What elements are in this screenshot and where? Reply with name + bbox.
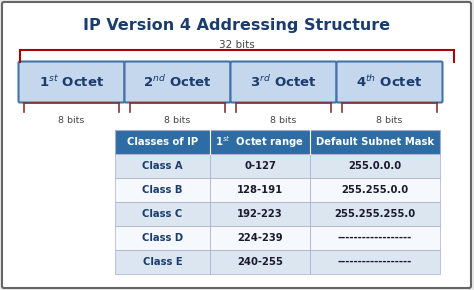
FancyBboxPatch shape (210, 178, 310, 202)
Text: 4$^{th}$ Octet: 4$^{th}$ Octet (356, 74, 423, 90)
Text: Class E: Class E (143, 257, 182, 267)
FancyBboxPatch shape (210, 202, 310, 226)
FancyBboxPatch shape (310, 226, 440, 250)
FancyBboxPatch shape (115, 154, 210, 178)
Text: 1$^{st}$  Octet range: 1$^{st}$ Octet range (215, 134, 305, 150)
FancyBboxPatch shape (310, 154, 440, 178)
FancyBboxPatch shape (310, 250, 440, 274)
Text: 255.255.0.0: 255.255.0.0 (341, 185, 409, 195)
Text: 1$^{st}$ Octet: 1$^{st}$ Octet (39, 74, 104, 90)
FancyBboxPatch shape (18, 61, 125, 102)
Text: 192-223: 192-223 (237, 209, 283, 219)
Text: 128-191: 128-191 (237, 185, 283, 195)
Text: 8 bits: 8 bits (58, 116, 85, 125)
Text: Class D: Class D (142, 233, 183, 243)
FancyBboxPatch shape (310, 130, 440, 154)
FancyBboxPatch shape (230, 61, 337, 102)
FancyBboxPatch shape (337, 61, 443, 102)
Text: Default Subnet Mask: Default Subnet Mask (316, 137, 434, 147)
Text: ------------------: ------------------ (338, 257, 412, 267)
Text: Class C: Class C (142, 209, 182, 219)
FancyBboxPatch shape (310, 178, 440, 202)
Text: 3$^{rd}$ Octet: 3$^{rd}$ Octet (250, 74, 317, 90)
FancyBboxPatch shape (310, 202, 440, 226)
FancyBboxPatch shape (210, 226, 310, 250)
Text: 255.255.255.0: 255.255.255.0 (335, 209, 416, 219)
Text: IP Version 4 Addressing Structure: IP Version 4 Addressing Structure (83, 18, 391, 33)
Text: 2$^{nd}$ Octet: 2$^{nd}$ Octet (143, 74, 212, 90)
FancyBboxPatch shape (115, 250, 210, 274)
FancyBboxPatch shape (115, 202, 210, 226)
Text: 8 bits: 8 bits (270, 116, 297, 125)
Text: 8 bits: 8 bits (164, 116, 191, 125)
Text: 240-255: 240-255 (237, 257, 283, 267)
Text: Classes of IP: Classes of IP (127, 137, 198, 147)
Text: 32 bits: 32 bits (219, 40, 255, 50)
Text: 224-239: 224-239 (237, 233, 283, 243)
FancyBboxPatch shape (2, 2, 471, 288)
FancyBboxPatch shape (115, 130, 210, 154)
Text: 8 bits: 8 bits (376, 116, 403, 125)
Text: Class B: Class B (142, 185, 182, 195)
FancyBboxPatch shape (115, 226, 210, 250)
FancyBboxPatch shape (210, 154, 310, 178)
FancyBboxPatch shape (210, 130, 310, 154)
FancyBboxPatch shape (210, 250, 310, 274)
Text: Class A: Class A (142, 161, 183, 171)
Text: 255.0.0.0: 255.0.0.0 (348, 161, 401, 171)
FancyBboxPatch shape (115, 178, 210, 202)
Text: 0-127: 0-127 (244, 161, 276, 171)
Text: ------------------: ------------------ (338, 233, 412, 243)
FancyBboxPatch shape (125, 61, 230, 102)
